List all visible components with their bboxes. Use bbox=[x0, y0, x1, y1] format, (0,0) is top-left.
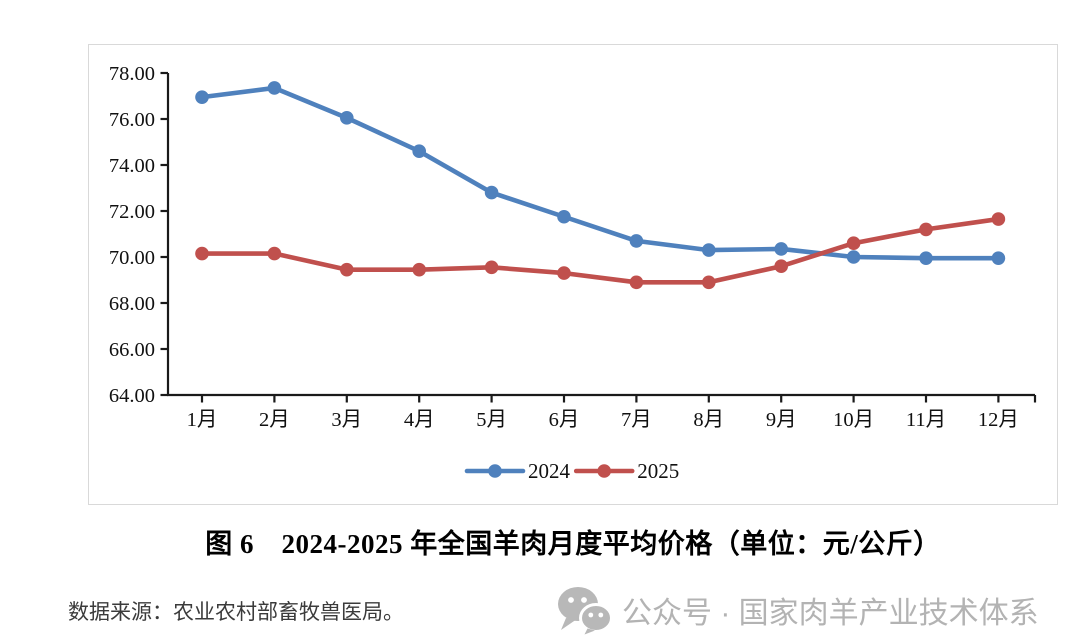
x-tick-label: 10月 bbox=[833, 409, 874, 431]
y-tick-label: 68.00 bbox=[109, 293, 155, 315]
data-point-2025 bbox=[195, 246, 209, 261]
watermark: 公众号 · 国家肉羊产业技术体系 bbox=[556, 584, 1039, 636]
data-point-2025 bbox=[846, 236, 861, 250]
y-tick-label: 76.00 bbox=[109, 109, 155, 131]
data-point-2024 bbox=[412, 144, 427, 158]
x-tick-label: 4月 bbox=[404, 409, 435, 431]
legend-marker-dot-2025 bbox=[597, 464, 611, 478]
data-point-2024 bbox=[557, 209, 571, 224]
data-point-2025 bbox=[267, 246, 282, 261]
x-tick-label: 8月 bbox=[693, 409, 724, 431]
chart-panel: 64.00 66.00 68.00 70.00 72.00 74.00 76.00 78.00… bbox=[88, 44, 1058, 505]
data-point-2025 bbox=[991, 212, 1006, 226]
data-point-2025 bbox=[557, 266, 571, 280]
x-tick-label: 1月 bbox=[187, 409, 218, 431]
data-point-2024 bbox=[267, 81, 282, 95]
data-point-2025 bbox=[702, 275, 716, 290]
y-tick-label: 64.00 bbox=[109, 385, 155, 407]
data-point-2025 bbox=[484, 260, 499, 275]
x-tick-label: 3月 bbox=[331, 409, 362, 431]
data-point-2024 bbox=[195, 90, 209, 104]
x-tick-label: 2月 bbox=[259, 409, 290, 431]
data-point-2024 bbox=[340, 111, 354, 125]
data-point-2024 bbox=[629, 234, 644, 248]
data-point-2024 bbox=[702, 243, 716, 257]
data-point-2024 bbox=[846, 250, 861, 264]
price-line-chart: 64.00 66.00 68.00 70.00 72.00 74.00 76.00 78.00… bbox=[109, 63, 1037, 483]
series-line-2025 bbox=[199, 216, 1001, 285]
x-tick-label: 7月 bbox=[621, 409, 652, 431]
data-point-2025 bbox=[774, 259, 788, 273]
x-tick-label: 12月 bbox=[978, 409, 1019, 431]
x-tick-label: 5月 bbox=[476, 409, 507, 431]
data-point-2024 bbox=[991, 251, 1006, 265]
figure-caption: 图 6 2024-2025 年全国羊肉月度平均价格（单位：元/公斤） bbox=[205, 529, 941, 559]
legend-label-2025: 2025 bbox=[637, 459, 679, 483]
series-line-2024 bbox=[199, 85, 1001, 261]
y-tick-label: 70.00 bbox=[109, 247, 155, 269]
data-point-2025 bbox=[340, 262, 354, 277]
y-tick-label: 66.00 bbox=[109, 339, 155, 361]
legend-label-2024: 2024 bbox=[528, 459, 571, 483]
watermark-text: 公众号 · 国家肉羊产业技术体系 bbox=[622, 597, 1039, 630]
y-tick-label: 74.00 bbox=[109, 155, 155, 177]
x-tick-label: 6月 bbox=[549, 409, 580, 431]
data-source-note: 数据来源：农业农村部畜牧兽医局。 bbox=[68, 600, 404, 624]
y-tick-label: 72.00 bbox=[109, 201, 155, 223]
data-point-2025 bbox=[919, 222, 933, 237]
wechat-icon bbox=[558, 587, 612, 635]
data-point-2025 bbox=[412, 262, 427, 277]
y-tick-label: 78.00 bbox=[109, 63, 155, 85]
data-point-2024 bbox=[484, 185, 499, 200]
legend-marker-dot-2024 bbox=[488, 464, 502, 478]
x-tick-label: 11月 bbox=[906, 409, 946, 431]
x-tick-label: 9月 bbox=[766, 409, 797, 431]
data-point-2024 bbox=[919, 251, 933, 265]
data-point-2024 bbox=[774, 242, 788, 256]
data-point-2025 bbox=[629, 275, 644, 290]
